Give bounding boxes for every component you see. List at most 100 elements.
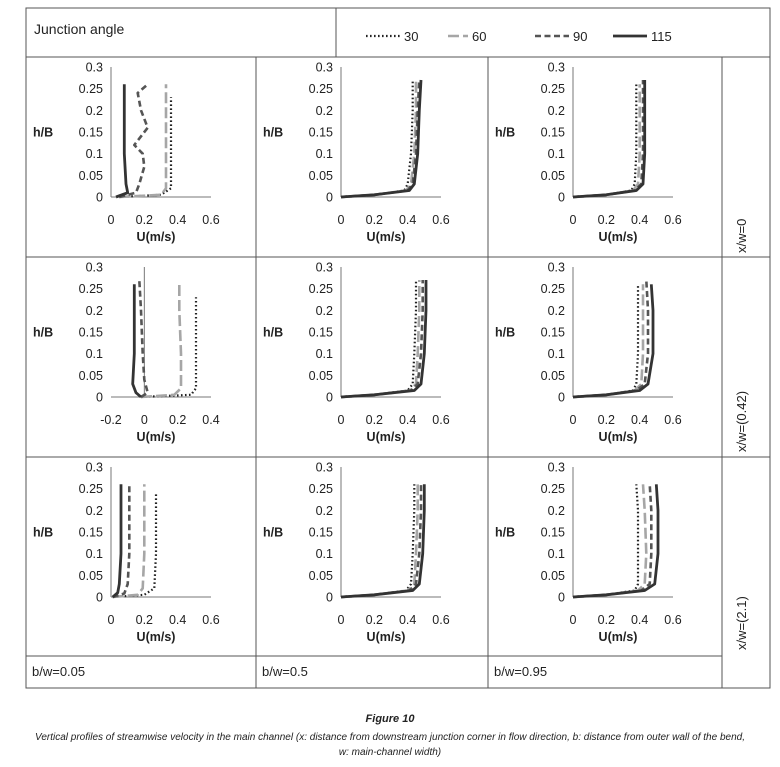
y-tick-label: 0.05 [541,169,565,183]
x-tick-label: 0.6 [432,213,449,227]
chart-panel-r0-c0: 0 0.05 0.1 0.15 0.2 0.25 0.3 0 0.2 0.4 0.6 h/B U(m/s… [33,61,220,245]
y-tick-label: 0.3 [316,461,333,475]
y-axis-label: h/B [263,126,283,140]
x-tick-label: 0.6 [202,613,219,627]
x-tick-label: 0 [108,213,115,227]
y-tick-label: 0.15 [79,326,103,340]
x-tick-label: 0.6 [664,413,681,427]
x-tick-label: 0 [338,213,345,227]
series-line-30 [572,484,640,599]
y-tick-label: 0.25 [309,82,333,96]
x-tick-label: 0.4 [631,413,648,427]
y-tick-label: 0.2 [548,304,565,318]
y-tick-label: 0.1 [86,347,103,361]
y-tick-label: 0 [558,191,565,205]
series-line-30 [572,84,638,199]
y-tick-label: 0.1 [86,547,103,561]
series-line-30 [340,280,418,399]
series-line-30 [140,297,198,399]
series-line-90 [112,484,131,599]
y-tick-label: 0.2 [86,104,103,118]
y-tick-label: 0 [96,391,103,405]
y-tick-label: 0.2 [548,104,565,118]
table-grid [25,7,771,689]
y-tick-label: 0.25 [79,282,103,296]
chart-panel-r1-c2: 0 0.05 0.1 0.15 0.2 0.25 0.3 0 0.2 0.4 0.6 h/B U(m/s… [495,261,682,445]
chart-panel-r2-c0: 0 0.05 0.1 0.15 0.2 0.25 0.3 0 0.2 0.4 0.6 h/B U(m/s… [33,461,220,645]
row-label-0: x/w=0 [734,219,749,253]
y-axis-label: h/B [495,126,515,140]
series-line-60 [572,284,645,399]
y-axis-label: h/B [33,326,53,340]
x-tick-label: 0.4 [399,613,416,627]
y-tick-label: 0.3 [86,61,103,75]
y-tick-label: 0.1 [86,147,103,161]
y-tick-label: 0.3 [548,461,565,475]
y-tick-label: 0.3 [548,61,565,75]
series-line-115 [131,284,142,399]
y-tick-label: 0.15 [309,326,333,340]
series-line-60 [140,284,183,399]
y-tick-label: 0.25 [541,82,565,96]
x-axis-label: U(m/s) [137,630,176,644]
series-line-115 [572,484,660,599]
x-tick-label: 0 [570,213,577,227]
series-line-60 [340,280,421,399]
junction-angle-title: Junction angle [34,21,125,37]
series-line-60 [340,80,418,199]
series-line-60 [572,84,642,199]
x-axis-label: U(m/s) [137,430,176,444]
y-tick-label: 0.2 [86,504,103,518]
y-tick-label: 0.1 [548,547,565,561]
x-axis-label: U(m/s) [367,230,406,244]
chart-panel-r2-c2: 0 0.05 0.1 0.15 0.2 0.25 0.3 0 0.2 0.4 0.6 h/B U(m/s… [495,461,682,645]
x-tick-label: 0.2 [366,213,383,227]
y-tick-label: 0.15 [541,526,565,540]
x-axis-label: U(m/s) [367,630,406,644]
column-label-0: b/w=0.05 [32,664,85,679]
y-axis-label: h/B [263,326,283,340]
series-line-115 [340,79,423,199]
y-tick-label: 0.2 [316,304,333,318]
x-tick-label: 0 [141,413,148,427]
column-label-2: b/w=0.95 [494,664,547,679]
y-axis-label: h/B [495,326,515,340]
y-tick-label: 0.15 [309,126,333,140]
series-line-115 [572,80,647,199]
x-tick-label: 0.2 [169,413,186,427]
x-tick-label: 0.4 [631,613,648,627]
chart-panels: 0 0.05 0.1 0.15 0.2 0.25 0.3 0 0.2 0.4 0.6 h/B U(m/s… [33,61,682,645]
y-tick-label: 0.1 [548,347,565,361]
series-line-115 [340,484,426,599]
chart-panel-r0-c2: 0 0.05 0.1 0.15 0.2 0.25 0.3 0 0.2 0.4 0.6 h/B U(m/s… [495,61,682,245]
y-tick-label: 0.3 [316,61,333,75]
series-line-30 [340,484,416,599]
y-tick-label: 0.15 [309,526,333,540]
y-tick-label: 0.1 [316,147,333,161]
x-tick-label: 0.2 [366,613,383,627]
y-axis-label: h/B [33,126,53,140]
y-tick-label: 0.1 [316,347,333,361]
x-axis-label: U(m/s) [599,430,638,444]
x-tick-label: 0 [570,413,577,427]
y-tick-label: 0.25 [541,482,565,496]
series-line-30 [340,80,414,199]
chart-panel-r1-c0: 0 0.05 0.1 0.15 0.2 0.25 0.3 -0.2 0 0.2 0.4 h/B U(m/… [33,261,220,445]
y-axis-label: h/B [263,526,283,540]
series-line-60 [340,484,420,599]
y-tick-label: 0.3 [86,461,103,475]
y-tick-label: 0.25 [79,482,103,496]
x-tick-label: 0.6 [432,413,449,427]
series-line-30 [572,284,640,399]
x-axis-label: U(m/s) [599,630,638,644]
series-line-90 [572,80,645,199]
series-line-115 [115,84,130,199]
chart-panel-r0-c1: 0 0.05 0.1 0.15 0.2 0.25 0.3 0 0.2 0.4 0.6 h/B U(m/s… [263,61,450,245]
x-tick-label: 0.2 [598,613,615,627]
y-tick-label: 0.15 [541,126,565,140]
y-tick-label: 0.05 [541,569,565,583]
legend-label-90: 90 [573,29,587,44]
x-axis-label: U(m/s) [137,230,176,244]
series-line-115 [111,484,123,599]
x-tick-label: 0 [570,613,577,627]
